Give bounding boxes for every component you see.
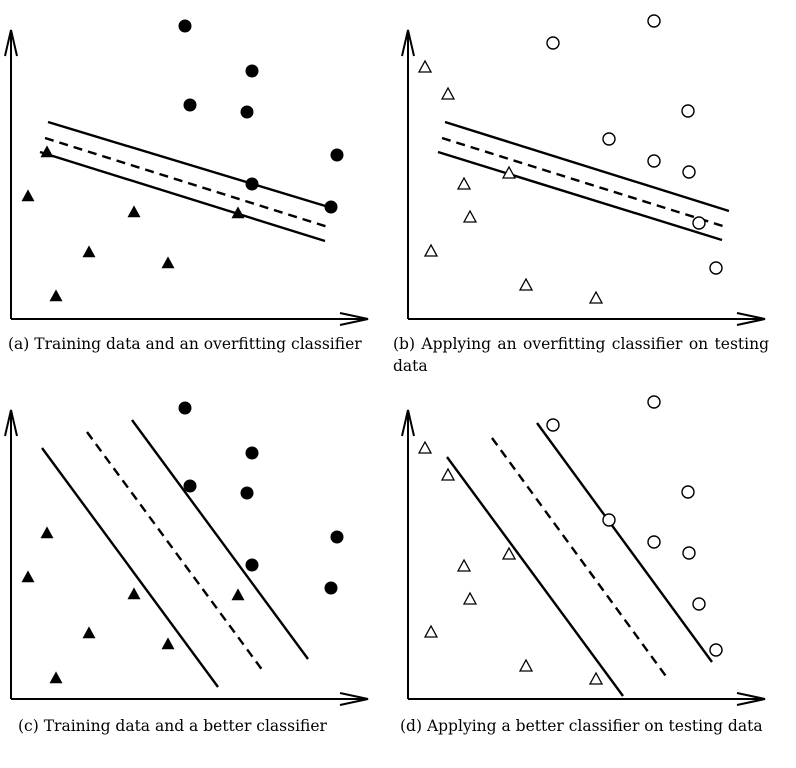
hollow-circle-point <box>681 485 695 499</box>
hollow-circle-point <box>692 216 706 230</box>
hollow-triangle-point <box>440 86 456 100</box>
x-axis-arrowhead <box>339 312 369 326</box>
hollow-triangle-point <box>417 59 433 73</box>
filled-triangle-point <box>40 526 54 539</box>
hollow-circle-point <box>602 513 616 527</box>
hollow-circle-point <box>709 261 723 275</box>
margin-line <box>131 419 309 660</box>
hollow-circle-point <box>647 535 661 549</box>
decision-boundary <box>491 437 669 680</box>
hollow-circle-point <box>546 418 560 432</box>
hollow-circle-point <box>647 395 661 409</box>
filled-circle-point <box>245 558 259 572</box>
filled-circle-point <box>324 581 338 595</box>
y-axis-arrowhead <box>4 409 18 437</box>
hollow-triangle-point <box>501 165 517 179</box>
margin-line <box>536 422 713 663</box>
filled-circle-point <box>183 479 197 493</box>
filled-circle-point <box>183 98 197 112</box>
hollow-triangle-point <box>423 243 439 257</box>
hollow-triangle-point <box>462 209 478 223</box>
panel-d <box>401 395 766 706</box>
hollow-triangle-point <box>518 658 534 672</box>
decision-boundary <box>441 136 727 229</box>
caption-d: (d) Applying a better classifier on test… <box>400 717 763 735</box>
margin-line <box>437 150 723 242</box>
hollow-circle-point <box>602 132 616 146</box>
y-axis-arrowhead <box>401 409 415 437</box>
hollow-triangle-point <box>417 440 433 454</box>
hollow-circle-point <box>709 643 723 657</box>
filled-circle-point <box>245 446 259 460</box>
panel-a <box>4 19 369 326</box>
hollow-circle-point <box>681 104 695 118</box>
hollow-triangle-point <box>588 290 604 304</box>
hollow-triangle-point <box>462 591 478 605</box>
margin-line <box>446 456 624 697</box>
x-axis-arrowhead <box>339 692 369 706</box>
hollow-triangle-point <box>456 176 472 190</box>
filled-circle-point <box>330 530 344 544</box>
hollow-circle-point <box>682 546 696 560</box>
hollow-circle-point <box>692 597 706 611</box>
filled-triangle-point <box>82 245 96 258</box>
hollow-triangle-point <box>423 624 439 638</box>
decision-boundary <box>86 431 264 672</box>
hollow-circle-point <box>546 36 560 50</box>
filled-triangle-point <box>161 256 175 269</box>
filled-circle-point <box>240 105 254 119</box>
hollow-triangle-point <box>518 277 534 291</box>
filled-circle-point <box>245 64 259 78</box>
margin-line <box>39 150 326 243</box>
filled-circle-point <box>245 177 259 191</box>
panel-b <box>401 14 766 326</box>
filled-triangle-point <box>40 145 54 158</box>
caption-a: (a) Training data and an overfitting cla… <box>8 335 362 353</box>
filled-triangle-point <box>82 626 96 639</box>
hollow-triangle-point <box>501 546 517 560</box>
hollow-triangle-point <box>440 467 456 481</box>
filled-circle-point <box>330 148 344 162</box>
margin-line <box>41 447 219 688</box>
caption-b: (b) Applying an overfitting classifier o… <box>393 335 769 375</box>
hollow-triangle-point <box>588 671 604 685</box>
filled-triangle-point <box>231 588 245 601</box>
hollow-circle-point <box>647 154 661 168</box>
x-axis-arrowhead <box>736 312 766 326</box>
filled-triangle-point <box>49 289 63 302</box>
y-axis-arrowhead <box>4 29 18 57</box>
margin-line <box>444 120 730 213</box>
y-axis-arrowhead <box>401 29 415 57</box>
x-axis-arrowhead <box>736 692 766 706</box>
hollow-circle-point <box>682 165 696 179</box>
margin-line <box>47 120 333 210</box>
filled-circle-point <box>178 401 192 415</box>
filled-triangle-point <box>127 205 141 218</box>
hollow-circle-point <box>647 14 661 28</box>
caption-c: (c) Training data and a better classifie… <box>18 717 327 735</box>
filled-triangle-point <box>21 570 35 583</box>
decision-boundary <box>44 136 329 229</box>
hollow-triangle-point <box>456 558 472 572</box>
filled-triangle-point <box>49 671 63 684</box>
filled-triangle-point <box>231 206 245 219</box>
filled-circle-point <box>240 486 254 500</box>
panel-c <box>4 401 369 706</box>
filled-triangle-point <box>127 587 141 600</box>
filled-triangle-point <box>161 637 175 650</box>
filled-triangle-point <box>21 189 35 202</box>
filled-circle-point <box>324 200 338 214</box>
filled-circle-point <box>178 19 192 33</box>
